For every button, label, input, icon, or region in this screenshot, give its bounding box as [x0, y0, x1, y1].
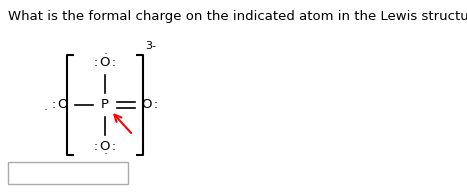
- Text: P: P: [101, 99, 109, 112]
- Text: :: :: [154, 99, 158, 112]
- Text: :: :: [94, 56, 98, 69]
- Text: :: :: [112, 56, 116, 69]
- Bar: [8, 162, 128, 184]
- Text: O: O: [142, 99, 152, 112]
- Text: 3-: 3-: [145, 41, 156, 51]
- Text: O: O: [100, 56, 110, 69]
- Text: :: :: [112, 140, 116, 153]
- Text: ··: ··: [42, 107, 47, 115]
- Text: O: O: [100, 140, 110, 153]
- Text: :: :: [94, 140, 98, 153]
- Text: O: O: [58, 99, 68, 112]
- Text: :: :: [52, 99, 56, 112]
- Text: ··: ··: [103, 151, 107, 159]
- Text: What is the formal charge on the indicated atom in the Lewis structure shown bel: What is the formal charge on the indicat…: [8, 10, 467, 23]
- Text: ··: ··: [103, 50, 107, 60]
